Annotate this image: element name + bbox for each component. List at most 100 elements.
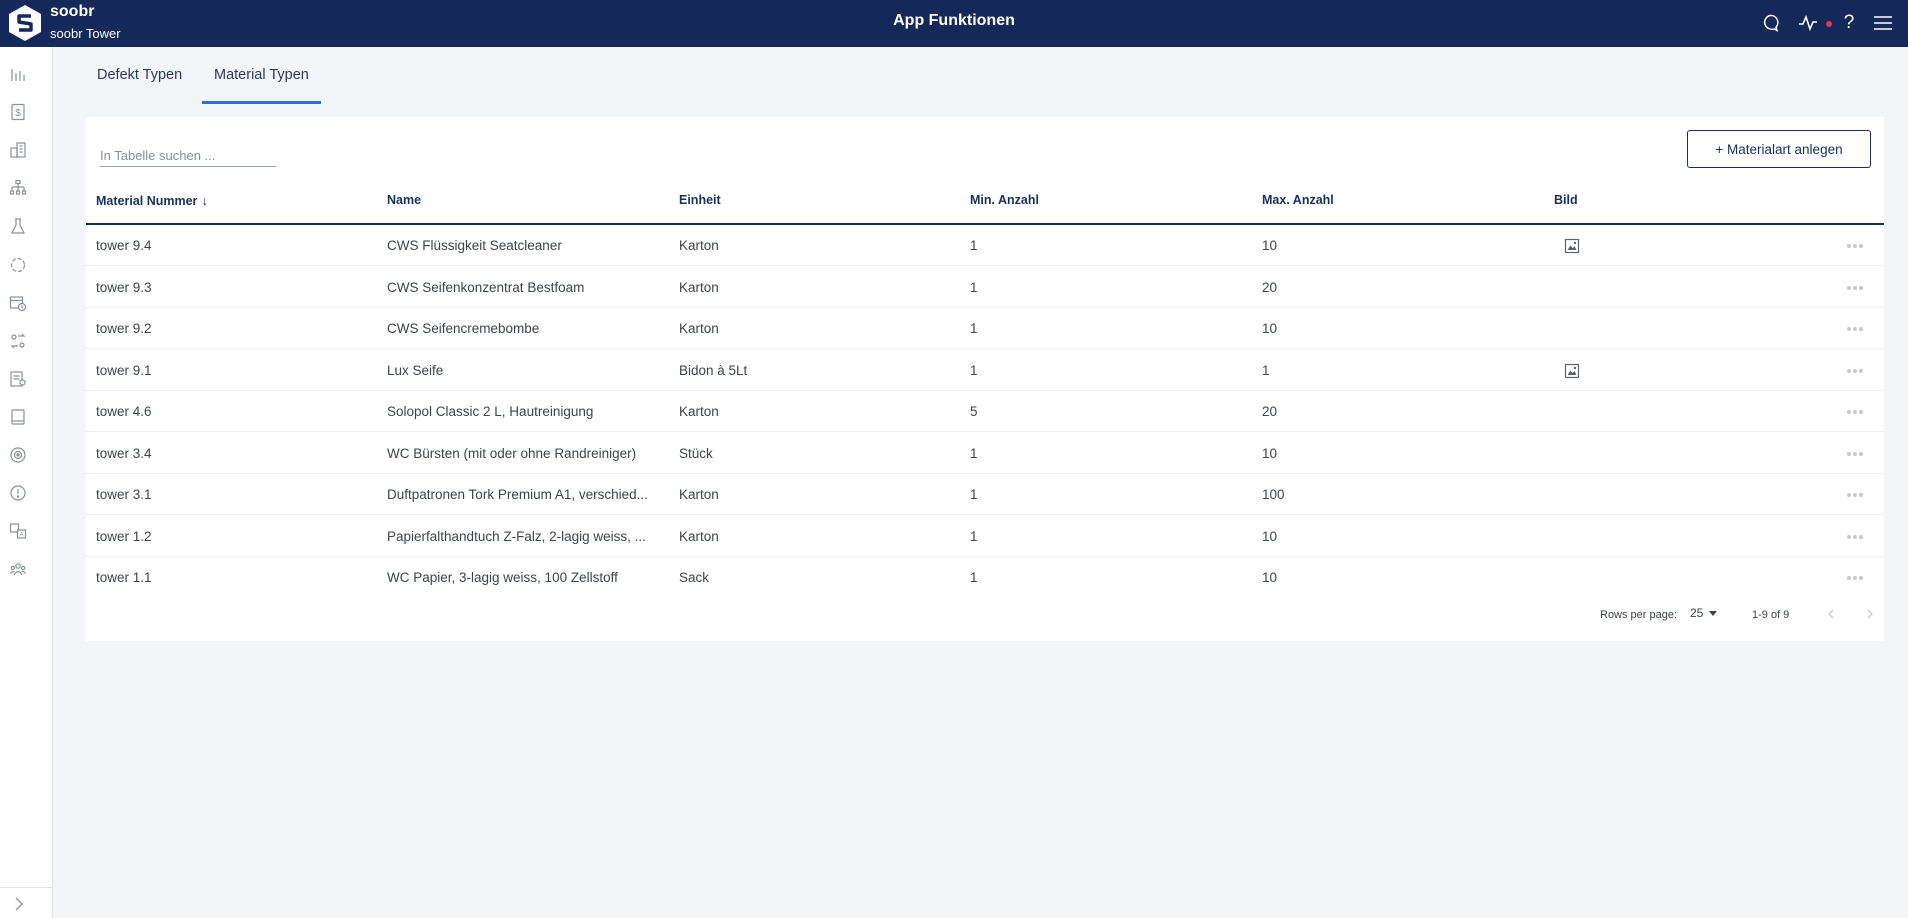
material-table-card: + Materialart anlegen Material Nummer↓ N… <box>86 117 1884 641</box>
cell-einheit: Karton <box>679 487 719 502</box>
cell-min-anzahl: 1 <box>970 487 978 502</box>
column-header-name[interactable]: Name <box>387 193 422 207</box>
table-row[interactable]: tower 4.6 Solopol Classic 2 L, Hautreinig… <box>86 391 1884 432</box>
row-more-options-icon[interactable] <box>1843 225 1867 266</box>
cell-name: Lux Seife <box>387 363 444 378</box>
cell-max-anzahl: 20 <box>1262 404 1278 419</box>
column-header-material-nummer[interactable]: Material Nummer ↓ <box>96 183 208 223</box>
brand-name: soobr <box>50 3 95 20</box>
team-icon[interactable] <box>8 559 28 579</box>
cell-material-nummer: tower 1.2 <box>96 529 152 544</box>
rows-per-page-select[interactable]: 25 <box>1690 606 1718 620</box>
table-row[interactable]: tower 9.1 Lux Seife Bidon à 5Lt 1 1 <box>86 350 1884 391</box>
tablet-icon[interactable] <box>8 407 28 427</box>
cell-material-nummer: tower 4.6 <box>96 404 152 419</box>
cell-einheit: Karton <box>679 404 719 419</box>
translate-icon[interactable]: A <box>8 521 28 541</box>
table-row[interactable]: tower 3.1 Duftpatronen Tork Premium A1, v… <box>86 474 1884 515</box>
cell-einheit: Bidon à 5Lt <box>679 363 748 378</box>
cell-einheit: Sack <box>679 570 710 585</box>
activity-icon[interactable] <box>1795 10 1821 36</box>
cell-max-anzahl: 10 <box>1262 321 1278 336</box>
hierarchy-icon[interactable] <box>8 178 28 198</box>
buildings-icon[interactable] <box>8 140 28 160</box>
previous-page-button[interactable] <box>1822 605 1840 623</box>
menu-icon[interactable] <box>1870 10 1896 36</box>
help-icon[interactable]: ? <box>1843 12 1855 33</box>
table-row[interactable]: tower 1.1 WC Papier, 3-lagig weiss, 100 Z… <box>86 557 1884 598</box>
column-header-label: Material Nummer <box>96 194 198 208</box>
row-more-options-icon[interactable] <box>1843 557 1867 598</box>
row-more-options-icon[interactable] <box>1843 308 1867 349</box>
table-row[interactable]: tower 3.4 WC Bürsten (mit oder ohne Randr… <box>86 433 1884 474</box>
table-row[interactable]: tower 9.4 CWS Flüssigkeit Seatcleaner Kart… <box>86 225 1884 266</box>
tab-defekt-typen[interactable]: Defekt Typen <box>97 67 183 83</box>
column-header-bild[interactable]: Bild <box>1554 193 1578 207</box>
lab-icon[interactable] <box>8 216 28 236</box>
cell-max-anzahl: 100 <box>1262 487 1285 502</box>
table-header: Material Nummer ↓ Name Einheit Min. Anzah… <box>86 183 1884 225</box>
cell-material-nummer: tower 9.1 <box>96 363 152 378</box>
cell-material-nummer: tower 9.4 <box>96 238 152 253</box>
row-more-options-icon[interactable] <box>1843 350 1867 391</box>
soobr-logo-icon[interactable] <box>7 4 43 42</box>
cell-max-anzahl: 10 <box>1262 238 1278 253</box>
row-more-options-icon[interactable] <box>1843 433 1867 474</box>
organization-name[interactable]: soobr Tower <box>50 26 121 41</box>
calendar-clock-icon[interactable] <box>8 293 28 313</box>
cell-name: CWS Seifenkonzentrat Bestfoam <box>387 280 585 295</box>
image-icon[interactable] <box>1564 363 1580 379</box>
table-row[interactable]: tower 9.3 CWS Seifenkonzentrat Bestfoam Ka… <box>86 267 1884 308</box>
chat-icon[interactable] <box>1757 10 1783 36</box>
cycle-icon[interactable] <box>8 255 28 275</box>
cell-einheit: Karton <box>679 529 719 544</box>
row-more-options-icon[interactable] <box>1843 391 1867 432</box>
rows-per-page-value: 25 <box>1690 606 1704 620</box>
add-material-type-button[interactable]: + Materialart anlegen <box>1687 130 1871 168</box>
cell-min-anzahl: 1 <box>970 363 978 378</box>
row-more-options-icon[interactable] <box>1843 267 1867 308</box>
assignment-icon[interactable] <box>8 331 28 351</box>
pagination-range: 1-9 of 9 <box>1752 609 1790 621</box>
cell-max-anzahl: 20 <box>1262 280 1278 295</box>
svg-text:A: A <box>19 533 23 539</box>
cell-min-anzahl: 5 <box>970 404 978 419</box>
table-row[interactable]: tower 1.2 Papierfalthandtuch Z-Falz, 2-la… <box>86 516 1884 557</box>
cell-name: Solopol Classic 2 L, Hautreinigung <box>387 404 594 419</box>
cell-max-anzahl: 10 <box>1262 446 1278 461</box>
table-row[interactable]: tower 9.2 CWS Seifencremebombe Karton 1 10 <box>86 308 1884 349</box>
column-header-einheit[interactable]: Einheit <box>679 193 721 207</box>
sort-descending-icon[interactable]: ↓ <box>201 193 208 208</box>
sidebar-expand-icon[interactable] <box>9 894 29 914</box>
report-icon[interactable] <box>8 369 28 389</box>
column-header-min-anzahl[interactable]: Min. Anzahl <box>970 193 1039 207</box>
cell-name: Papierfalthandtuch Z-Falz, 2-lagig weiss… <box>387 529 646 544</box>
next-page-button[interactable] <box>1861 605 1879 623</box>
cell-einheit: Karton <box>679 238 719 253</box>
cell-name: CWS Seifencremebombe <box>387 321 540 336</box>
cell-einheit: Karton <box>679 321 719 336</box>
cell-min-anzahl: 1 <box>970 446 978 461</box>
rows-per-page-label: Rows per page: <box>1600 609 1678 621</box>
cell-material-nummer: tower 9.3 <box>96 280 152 295</box>
target-icon[interactable] <box>8 445 28 465</box>
alert-icon[interactable] <box>8 483 28 503</box>
column-header-max-anzahl[interactable]: Max. Anzahl <box>1262 193 1334 207</box>
cell-min-anzahl: 1 <box>970 570 978 585</box>
table-search-input[interactable] <box>100 145 276 167</box>
row-more-options-icon[interactable] <box>1843 474 1867 515</box>
dashboard-icon[interactable] <box>8 64 28 84</box>
cell-name: WC Papier, 3-lagig weiss, 100 Zellstoff <box>387 570 618 585</box>
cell-min-anzahl: 1 <box>970 238 978 253</box>
cell-material-nummer: tower 3.4 <box>96 446 152 461</box>
row-more-options-icon[interactable] <box>1843 516 1867 557</box>
cell-min-anzahl: 1 <box>970 280 978 295</box>
cell-max-anzahl: 10 <box>1262 529 1278 544</box>
cell-max-anzahl: 10 <box>1262 570 1278 585</box>
cell-material-nummer: tower 9.2 <box>96 321 152 336</box>
cell-material-nummer: tower 3.1 <box>96 487 152 502</box>
tab-material-typen[interactable]: Material Typen <box>202 56 321 104</box>
image-icon[interactable] <box>1564 238 1580 254</box>
billing-icon[interactable]: $ <box>8 102 28 122</box>
cell-min-anzahl: 1 <box>970 321 978 336</box>
